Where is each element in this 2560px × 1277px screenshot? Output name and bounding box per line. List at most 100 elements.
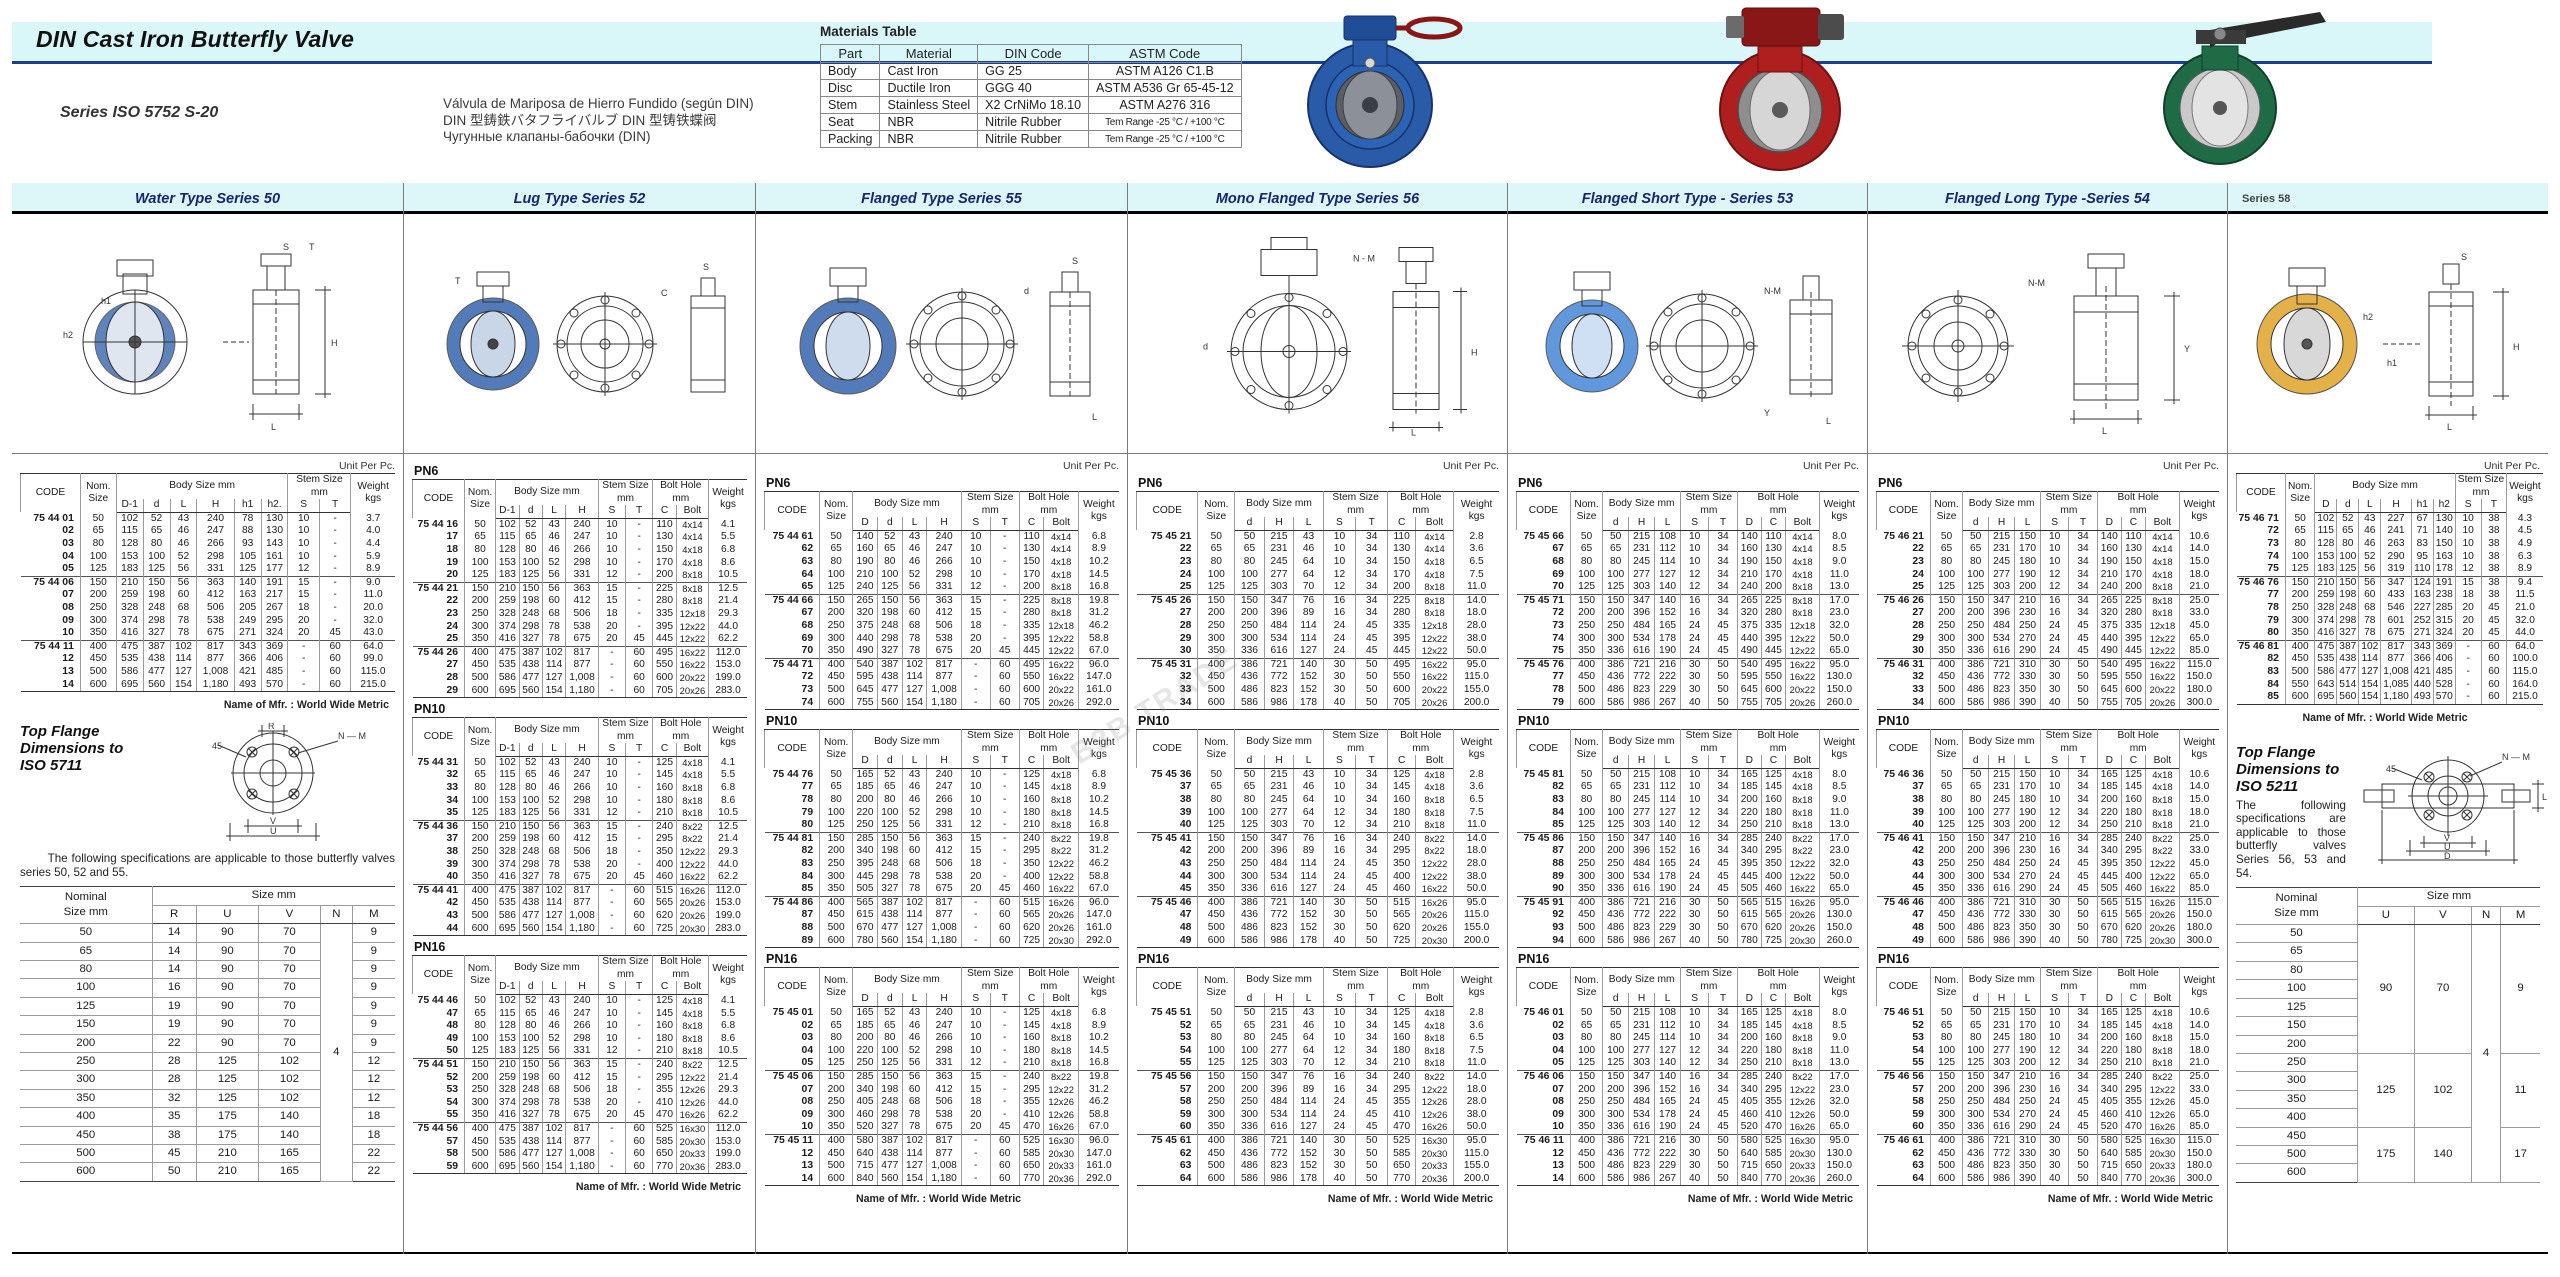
table-row[interactable]: 75 46 06 150 150 347 140 16 34 285 240 8x22 17.0 bbox=[1516, 1069, 1859, 1084]
table-row[interactable]: 39 300 374 298 78 538 20-400 12x22 44.0 bbox=[412, 858, 747, 872]
table-row[interactable]: 80 125 250 125 56 331 12-210 8x18 16.8 bbox=[764, 819, 1119, 833]
table-row[interactable]: 54 100 100 277 190 12 34 220 180 8x18 18.0 bbox=[1876, 1044, 2219, 1058]
table-row[interactable]: 49 600 586 986 178 40 50 725 20x30 200.0 bbox=[1136, 934, 1499, 949]
table-row[interactable]: 29 300 300 534 114 24 45 395 12x22 38.0 bbox=[1136, 632, 1499, 646]
table-row[interactable]: 50 125 183 125 56 331 12-210 8x18 10.5 bbox=[412, 1045, 747, 1059]
table-row[interactable]: 04 100 220 100 52 298 10-180 8x18 14.5 bbox=[764, 1044, 1119, 1058]
table-row[interactable]: 07 200 340 198 60 412 15-295 12x22 31.2 bbox=[764, 1083, 1119, 1097]
table-row[interactable]: 54 300 374 298 78 538 20-410 12x26 44.0 bbox=[412, 1096, 747, 1110]
table-row[interactable]: 05 125 250 125 56 331 12-210 8x18 16.8 bbox=[764, 1057, 1119, 1071]
table-row[interactable]: 64 100 210 100 52 298 10-170 4x18 14.5 bbox=[764, 568, 1119, 582]
table-row[interactable]: 22 65 65 231 170 10 34 160 130 4x14 14.0 bbox=[1876, 543, 2219, 556]
table-row[interactable]: 14 600 695 560 154 1,180 493 570-60 215.0 bbox=[20, 678, 395, 693]
series-header-6[interactable]: Series 58 bbox=[2242, 192, 2291, 205]
table-row[interactable]: 70 350 490 327 78 675 20 45 445 12x22 67.0 bbox=[764, 645, 1119, 659]
table-row[interactable]: 74 100 153 100 52 290 95 163 10 38 6.3 bbox=[2236, 550, 2543, 564]
table-row[interactable]: 49 100 153 100 52 298 10-180 8x18 8.6 bbox=[412, 1032, 747, 1046]
table-row[interactable]: 63 500 486 823 350 30 50 715 650 20x33 180.0 bbox=[1876, 1160, 2219, 1173]
table-row[interactable]: 75 44 46 50 102 52 43 240 10-125 4x18 4.1 bbox=[412, 994, 747, 1008]
table-row[interactable]: 75 350 336 616 190 24 45 490 445 12x22 65.0 bbox=[1516, 645, 1859, 659]
table-row[interactable]: 67 200 320 198 60 412 15-280 8x18 31.2 bbox=[764, 607, 1119, 620]
table-row[interactable]: 45 350 336 616 290 24 45 505 460 16x22 85.0 bbox=[1876, 883, 2219, 897]
table-row[interactable]: 88 500 670 477 127 1,008-60 620 20x26 161.0 bbox=[764, 922, 1119, 935]
top-flange-row[interactable]: 500 45 210 165 22 bbox=[20, 1143, 395, 1164]
table-row[interactable]: 93 500 486 823 229 30 50 670 620 20x26 150.0 bbox=[1516, 922, 1859, 935]
table-row[interactable]: 75 44 36 150 210 150 56 363 15-240 8x22 12.5 bbox=[412, 819, 747, 834]
table-row[interactable]: 27 450 535 438 114 877-60 550 16x22 153.0 bbox=[412, 659, 747, 672]
table-row[interactable]: 57 450 535 438 114 877-60 585 20x30 153.0 bbox=[412, 1135, 747, 1149]
series-header-4[interactable]: Flanged Short Type - Series 53 bbox=[1508, 183, 1868, 214]
table-row[interactable]: 73 80 128 80 46 263 83 150 10 38 4.9 bbox=[2236, 537, 2543, 551]
table-row[interactable]: 42 200 200 396 89 16 34 295 8x22 18.0 bbox=[1136, 845, 1499, 859]
table-row[interactable]: 44 300 300 534 270 24 45 445 400 12x22 65.0 bbox=[1876, 870, 2219, 884]
table-row[interactable]: 77 200 259 198 60 433 163 238 18 38 11.5 bbox=[2236, 589, 2543, 602]
table-row[interactable]: 09 300 300 534 178 24 45 460 410 12x26 50.0 bbox=[1516, 1108, 1859, 1122]
table-row[interactable]: 28 250 250 484 114 24 45 335 12x18 28.0 bbox=[1136, 619, 1499, 633]
table-row[interactable]: 22 200 259 198 60 412 15-280 8x18 21.4 bbox=[412, 595, 747, 608]
table-row[interactable]: 03 80 128 80 46 266 93 143 10-4.4 bbox=[20, 537, 395, 551]
table-row[interactable]: 85 350 505 327 78 675 20 45 460 16x22 67.0 bbox=[764, 883, 1119, 897]
table-row[interactable]: 74 300 300 534 178 24 45 440 395 12x22 50.0 bbox=[1516, 632, 1859, 646]
table-row[interactable]: 04 100 100 277 127 12 34 220 180 8x18 11.0 bbox=[1516, 1044, 1859, 1058]
table-row[interactable]: 59 600 695 560 154 1,180-60 770 20x36 283.0 bbox=[412, 1160, 747, 1175]
table-row[interactable]: 08 250 328 248 68 506 205 267 18-20.0 bbox=[20, 601, 395, 615]
table-row[interactable]: 89 300 300 534 178 24 45 445 400 12x22 50.0 bbox=[1516, 870, 1859, 884]
table-row[interactable]: 58 250 250 484 250 24 45 405 355 12x26 45.0 bbox=[1876, 1096, 2219, 1109]
table-row[interactable]: 07 200 259 198 60 412 163 217 15-11.0 bbox=[20, 589, 395, 602]
table-row[interactable]: 65 125 240 125 56 331 12-200 8x18 16.8 bbox=[764, 581, 1119, 595]
table-row[interactable]: 03 80 80 245 114 10 34 200 160 8x18 9.0 bbox=[1516, 1032, 1859, 1045]
table-row[interactable]: 29 300 300 534 270 24 45 440 395 12x22 65.0 bbox=[1876, 632, 2219, 646]
table-row[interactable]: 44 600 695 560 154 1,180-60 725 20x30 283.0 bbox=[412, 922, 747, 937]
top-flange-row[interactable]: 600 bbox=[2236, 1163, 2540, 1183]
top-flange-row[interactable]: 50 14 90 70 4 9 bbox=[20, 923, 395, 1182]
table-row[interactable]: 75 44 26 400 475 387 102 817-60 495 16x22 112.0 bbox=[412, 645, 747, 660]
table-row[interactable]: 08 250 250 484 165 24 45 405 355 12x26 32.0 bbox=[1516, 1096, 1859, 1109]
table-row[interactable]: 25 125 125 303 70 12 34 200 8x18 11.0 bbox=[1136, 581, 1499, 595]
series-header-5[interactable]: Flanged Long Type -Series 54 bbox=[1868, 183, 2228, 214]
top-flange-row[interactable]: 450 38 175 140 18 bbox=[20, 1125, 395, 1145]
table-row[interactable]: 75 45 86 150 150 347 140 16 34 285 240 8x22 17.0 bbox=[1516, 831, 1859, 846]
table-row[interactable]: 08 250 405 248 68 506 18-355 12x26 46.2 bbox=[764, 1096, 1119, 1109]
top-flange-row[interactable]: 125 19 90 70 9 bbox=[20, 996, 395, 1017]
table-row[interactable]: 34 100 153 100 52 298 10-180 8x18 8.6 bbox=[412, 794, 747, 808]
table-row[interactable]: 17 65 115 65 46 247 10-130 4x14 5.5 bbox=[412, 531, 747, 544]
table-row[interactable]: 75 44 06 150 210 150 56 363 140 191 15-9.0 bbox=[20, 575, 395, 590]
table-row[interactable]: 13 500 586 477 127 1,008 421 485-60 115.0 bbox=[20, 665, 395, 679]
table-row[interactable]: 55 125 125 303 70 12 34 210 8x18 11.0 bbox=[1136, 1057, 1499, 1071]
table-row[interactable]: 68 250 375 248 68 506 18-335 12x18 46.2 bbox=[764, 619, 1119, 633]
table-row[interactable]: 75 46 01 50 50 215 108 10 34 165 125 4x18 8.0 bbox=[1516, 1006, 1859, 1020]
table-row[interactable]: 48 500 486 823 350 30 50 670 620 20x26 180.0 bbox=[1876, 922, 2219, 935]
table-row[interactable]: 44 300 300 534 114 24 45 400 12x22 38.0 bbox=[1136, 870, 1499, 884]
table-row[interactable]: 38 80 80 245 180 10 34 200 160 8x18 15.0 bbox=[1876, 794, 2219, 807]
table-row[interactable]: 75 44 56 400 475 387 102 817-60 525 16x30 112.0 bbox=[412, 1121, 747, 1136]
series-header-3[interactable]: Mono Flanged Type Series 56 bbox=[1128, 183, 1508, 214]
table-row[interactable]: 49 600 586 986 390 40 50 780 725 20x30 300.0 bbox=[1876, 934, 2219, 949]
table-row[interactable]: 55 125 125 303 200 12 34 250 210 8x18 21.0 bbox=[1876, 1057, 2219, 1071]
table-row[interactable]: 48 80 128 80 46 266 10-160 8x18 6.8 bbox=[412, 1020, 747, 1033]
table-row[interactable]: 75 44 51 150 210 150 56 363 15-240 8x22 12.5 bbox=[412, 1057, 747, 1072]
table-row[interactable]: 79 300 374 298 78 601 252 315 20 45 32.0 bbox=[2236, 614, 2543, 628]
table-row[interactable]: 12 450 535 438 114 877 366 406-60 99.0 bbox=[20, 653, 395, 666]
table-row[interactable]: 62 65 160 65 46 247 10-130 4x14 8.9 bbox=[764, 543, 1119, 556]
top-flange-row[interactable]: 350 32 125 102 12 bbox=[20, 1088, 395, 1109]
table-row[interactable]: 75 45 46 400 386 721 140 30 50 515 16x26 95.0 bbox=[1136, 895, 1499, 910]
table-row[interactable]: 39 100 100 277 190 12 34 220 180 8x18 18.0 bbox=[1876, 806, 2219, 820]
table-row[interactable]: 67 65 65 231 112 10 34 160 130 4x14 8.5 bbox=[1516, 543, 1859, 556]
table-row[interactable]: 80 350 416 327 78 675 271 324 20 45 44.0 bbox=[2236, 627, 2543, 641]
table-row[interactable]: 25 350 416 327 78 675 20 45 445 12x22 62.2 bbox=[412, 633, 747, 647]
table-row[interactable]: 42 200 200 396 230 16 34 340 295 8x22 33.0 bbox=[1876, 845, 2219, 859]
table-row[interactable]: 75 45 11 400 580 387 102 817-60 525 16x30 96.0 bbox=[764, 1133, 1119, 1148]
table-row[interactable]: 75 45 36 50 50 215 43 10 34 125 4x18 2.8 bbox=[1136, 768, 1499, 782]
table-row[interactable]: 75 46 51 50 50 215 150 10 34 165 125 4x18 10.6 bbox=[1876, 1006, 2219, 1020]
table-row[interactable]: 33 500 486 823 152 30 50 600 20x22 155.0 bbox=[1136, 683, 1499, 697]
table-row[interactable]: 20 125 183 125 56 331 12-200 8x18 10.5 bbox=[412, 569, 747, 583]
table-row[interactable]: 75 46 21 50 50 215 150 10 34 140 110 4x14 10.6 bbox=[1876, 530, 2219, 544]
table-row[interactable]: 82 65 65 231 112 10 34 185 145 4x18 8.5 bbox=[1516, 781, 1859, 795]
table-row[interactable]: 28 250 250 484 250 24 45 375 335 12x18 45.0 bbox=[1876, 619, 2219, 633]
table-row[interactable]: 29 600 695 560 154 1,180-60 705 20x26 283.0 bbox=[412, 684, 747, 699]
table-row[interactable]: 33 80 128 80 46 266 10-160 8x18 6.8 bbox=[412, 782, 747, 795]
table-row[interactable]: 75 44 11 400 475 387 102 817 343 369-60 64.0 bbox=[20, 639, 395, 654]
table-row[interactable]: 52 65 65 231 170 10 34 185 145 4x18 14.0 bbox=[1876, 1019, 2219, 1033]
table-row[interactable]: 58 250 250 484 114 24 45 355 12x26 28.0 bbox=[1136, 1096, 1499, 1109]
table-row[interactable]: 47 450 436 772 330 30 50 615 565 20x26 150.0 bbox=[1876, 909, 2219, 922]
